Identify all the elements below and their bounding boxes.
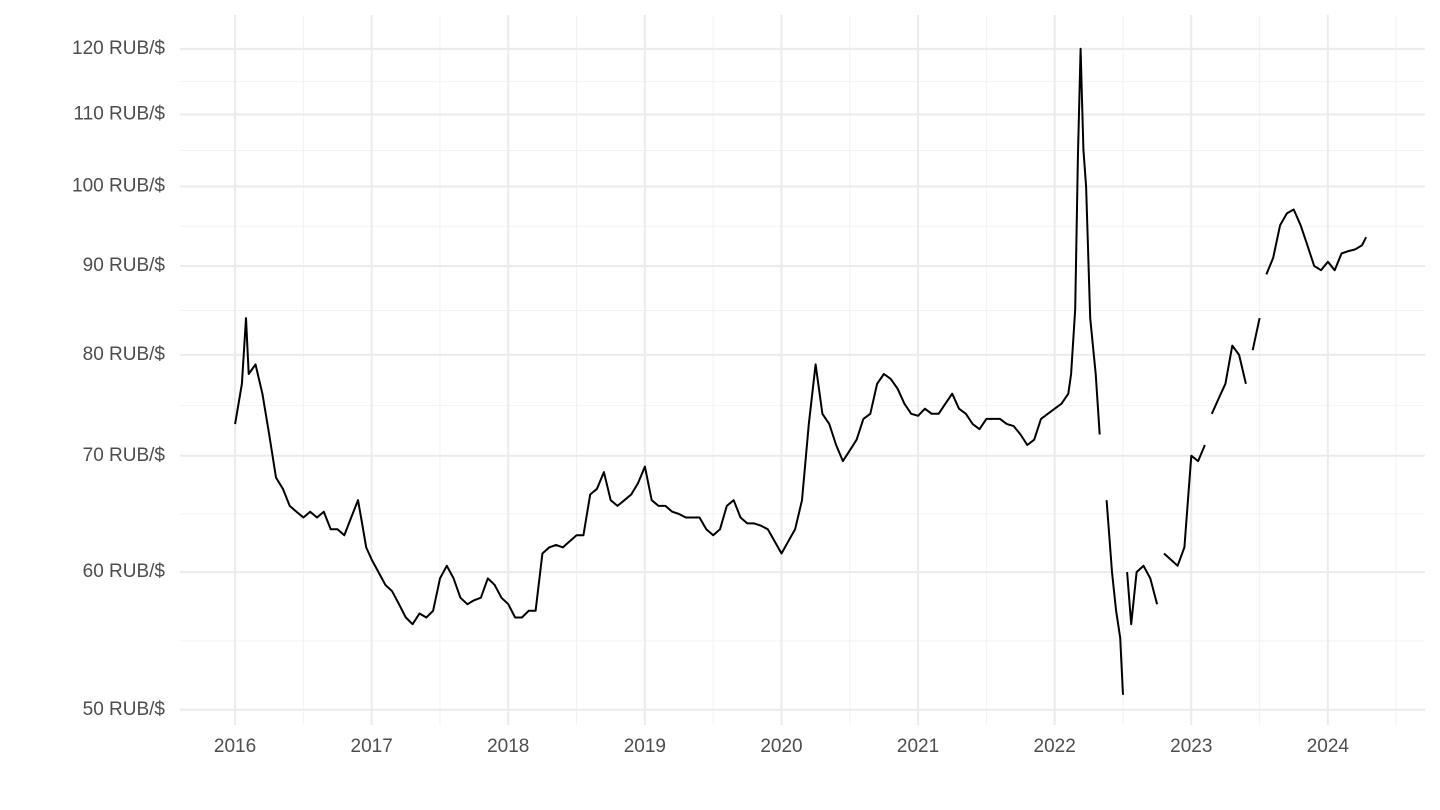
x-tick-label: 2018 bbox=[487, 736, 529, 757]
x-tick-label: 2022 bbox=[1034, 736, 1076, 757]
y-tick-label: 90 RUB/$ bbox=[83, 255, 166, 276]
x-tick-label: 2017 bbox=[351, 736, 393, 757]
y-tick-label: 120 RUB/$ bbox=[72, 38, 165, 59]
x-tick-label: 2016 bbox=[214, 736, 256, 757]
x-tick-label: 2020 bbox=[760, 736, 802, 757]
y-tick-label: 50 RUB/$ bbox=[83, 699, 166, 720]
x-tick-label: 2024 bbox=[1307, 736, 1350, 757]
x-tick-label: 2021 bbox=[897, 736, 939, 757]
y-tick-label: 100 RUB/$ bbox=[72, 175, 165, 196]
data-line bbox=[234, 47, 1367, 695]
y-tick-label: 110 RUB/$ bbox=[73, 104, 165, 125]
y-tick-label: 80 RUB/$ bbox=[83, 344, 166, 365]
x-tick-label: 2019 bbox=[624, 736, 666, 757]
y-tick-label: 70 RUB/$ bbox=[83, 445, 166, 466]
y-tick-label: 60 RUB/$ bbox=[83, 561, 166, 582]
x-tick-label: 2023 bbox=[1170, 736, 1212, 757]
